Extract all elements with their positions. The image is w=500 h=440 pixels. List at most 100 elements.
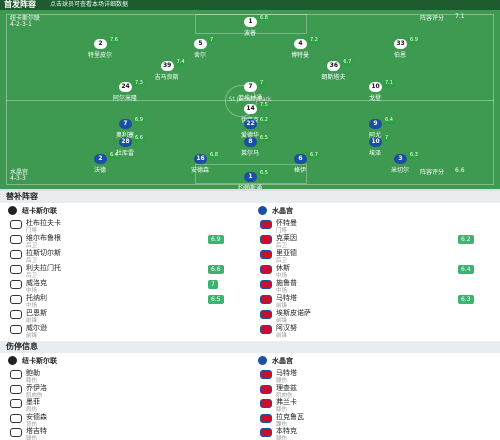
player-shirt[interactable]: 10 bbox=[369, 82, 382, 93]
player-name[interactable]: 拉斯切尔斯 bbox=[26, 249, 61, 257]
player-name[interactable]: 怀特曼 bbox=[276, 219, 297, 227]
player-name[interactable]: 埃斯皮诺萨 bbox=[276, 309, 311, 317]
player-icon bbox=[260, 370, 272, 379]
player-icon bbox=[10, 325, 22, 334]
player-name[interactable]: 塔吉特 bbox=[26, 427, 47, 435]
player-info: 前锋 bbox=[276, 318, 288, 324]
player-rating: 6.9 bbox=[208, 235, 224, 244]
player-name: 舍尔 bbox=[193, 51, 206, 59]
player-name[interactable]: 维尔布鲁根 bbox=[26, 234, 61, 242]
player-icon bbox=[10, 413, 22, 423]
player-name: 约翰斯通 bbox=[220, 183, 280, 192]
player-rating: 6.3 bbox=[408, 152, 420, 160]
top-box bbox=[195, 14, 307, 34]
player-name[interactable]: 里亚德 bbox=[276, 249, 297, 257]
team-rating: 7.1 bbox=[455, 13, 465, 20]
player-shirt[interactable]: 2 bbox=[94, 154, 107, 165]
team-name: 水晶宫 bbox=[272, 357, 293, 365]
player-name: 安德森 bbox=[190, 167, 209, 175]
player-name: 博特曼 bbox=[290, 51, 309, 59]
player-shirt[interactable]: 33 bbox=[394, 38, 407, 49]
player-shirt[interactable]: 36 bbox=[327, 60, 341, 71]
player-shirt[interactable]: 1 bbox=[244, 172, 257, 182]
player-icon bbox=[260, 413, 272, 423]
player-name: 沃德 bbox=[93, 167, 106, 175]
player-shirt[interactable]: 8 bbox=[244, 136, 257, 147]
player-name[interactable]: 威洛克 bbox=[26, 279, 47, 287]
player-icon bbox=[10, 220, 22, 229]
player-info: 腿伤 bbox=[276, 378, 288, 384]
player-name[interactable]: 拉克鲁瓦 bbox=[276, 412, 304, 421]
player-name[interactable]: 墨菲 bbox=[26, 398, 40, 406]
player-name: 阿尔米隆 bbox=[112, 95, 137, 103]
pitch-outline bbox=[6, 14, 494, 185]
team-logo bbox=[8, 356, 17, 365]
player-icon bbox=[10, 295, 22, 304]
player-shirt[interactable]: 39 bbox=[160, 60, 174, 71]
player-rating: 7.1 bbox=[383, 80, 395, 88]
bottom-box bbox=[195, 164, 307, 184]
player-name[interactable]: 理查兹 bbox=[276, 383, 297, 392]
player-icon bbox=[10, 370, 22, 379]
venue: St James' Park bbox=[228, 96, 272, 103]
player-name[interactable]: 休斯 bbox=[276, 264, 290, 272]
player-name[interactable]: 鲍勒 bbox=[26, 369, 40, 377]
player-info: 背伤 bbox=[26, 421, 38, 428]
player-shirt[interactable]: 22 bbox=[244, 119, 257, 129]
player-rating: 6.4 bbox=[383, 117, 395, 124]
header-title: 首发阵容 bbox=[4, 0, 36, 9]
player-rating: 6.7 bbox=[341, 58, 354, 66]
player-shirt[interactable]: 6 bbox=[294, 154, 307, 165]
player-name[interactable]: 马特塔 bbox=[276, 294, 297, 302]
player-name[interactable]: 安德森 bbox=[26, 412, 47, 421]
player-name[interactable]: 克莱因 bbox=[276, 234, 297, 242]
player-name[interactable]: 威尔逊 bbox=[26, 324, 47, 332]
player-name: 爱德华 bbox=[240, 132, 259, 139]
player-shirt[interactable]: 16 bbox=[194, 154, 207, 165]
player-rating: 7.3 bbox=[133, 80, 145, 88]
player-name[interactable]: 托纳利 bbox=[26, 294, 47, 302]
player-name[interactable]: 弗兰卡 bbox=[276, 398, 297, 406]
team-name: 水晶宫 bbox=[10, 169, 29, 176]
player-name[interactable]: 乔伊洛 bbox=[26, 383, 47, 392]
team-name: 纽卡斯尔联 bbox=[10, 15, 41, 22]
player-info: 门将 bbox=[26, 228, 38, 234]
player-info: 腿伤 bbox=[26, 436, 38, 440]
player-info: 腿伤 bbox=[276, 436, 288, 440]
player-shirt[interactable]: 7 bbox=[119, 119, 132, 129]
player-shirt[interactable]: 24 bbox=[119, 82, 132, 93]
player-rating: 7 bbox=[208, 36, 216, 44]
player-shirt[interactable]: 28 bbox=[119, 136, 132, 147]
player-name[interactable]: 马特塔 bbox=[276, 369, 297, 377]
player-icon bbox=[10, 280, 22, 289]
player-shirt[interactable]: 4 bbox=[294, 38, 307, 49]
player-name: 米切尔 bbox=[390, 167, 409, 175]
player-name: 莱尔马 bbox=[240, 149, 259, 157]
player-icon bbox=[260, 384, 272, 394]
player-rating: 6.4 bbox=[458, 265, 474, 274]
player-name: 戈登 bbox=[368, 95, 381, 103]
player-name[interactable]: 阿汉努 bbox=[276, 324, 297, 332]
player-name[interactable]: 利夫拉门托 bbox=[26, 264, 61, 272]
player-icon bbox=[260, 325, 272, 334]
player-shirt[interactable]: 3 bbox=[394, 154, 407, 165]
player-shirt[interactable]: 5 bbox=[194, 38, 207, 49]
player-shirt[interactable]: 7 bbox=[244, 82, 257, 93]
player-name: 杜库雷 bbox=[115, 149, 134, 157]
player-shirt[interactable]: 14 bbox=[244, 104, 257, 114]
player-icon bbox=[260, 280, 272, 289]
player-shirt[interactable]: 2 bbox=[94, 38, 107, 49]
player-info: 后卫 bbox=[26, 273, 38, 279]
player-info: 肌肉伤 bbox=[276, 392, 293, 399]
player-rating: 6.4 bbox=[108, 152, 120, 160]
player-shirt[interactable]: 10 bbox=[369, 136, 382, 147]
player-name[interactable]: 杜布拉夫卡 bbox=[26, 219, 61, 227]
player-info: 后卫 bbox=[276, 258, 288, 264]
player-name[interactable]: 巴恩斯 bbox=[26, 309, 47, 317]
player-rating: 6.6 bbox=[208, 265, 224, 274]
player-icon bbox=[260, 295, 272, 304]
player-name[interactable]: 施鲁普 bbox=[276, 279, 297, 287]
player-shirt[interactable]: 9 bbox=[369, 119, 382, 129]
player-shirt[interactable]: 1 bbox=[244, 17, 257, 27]
player-name[interactable]: 本特克 bbox=[276, 427, 297, 435]
